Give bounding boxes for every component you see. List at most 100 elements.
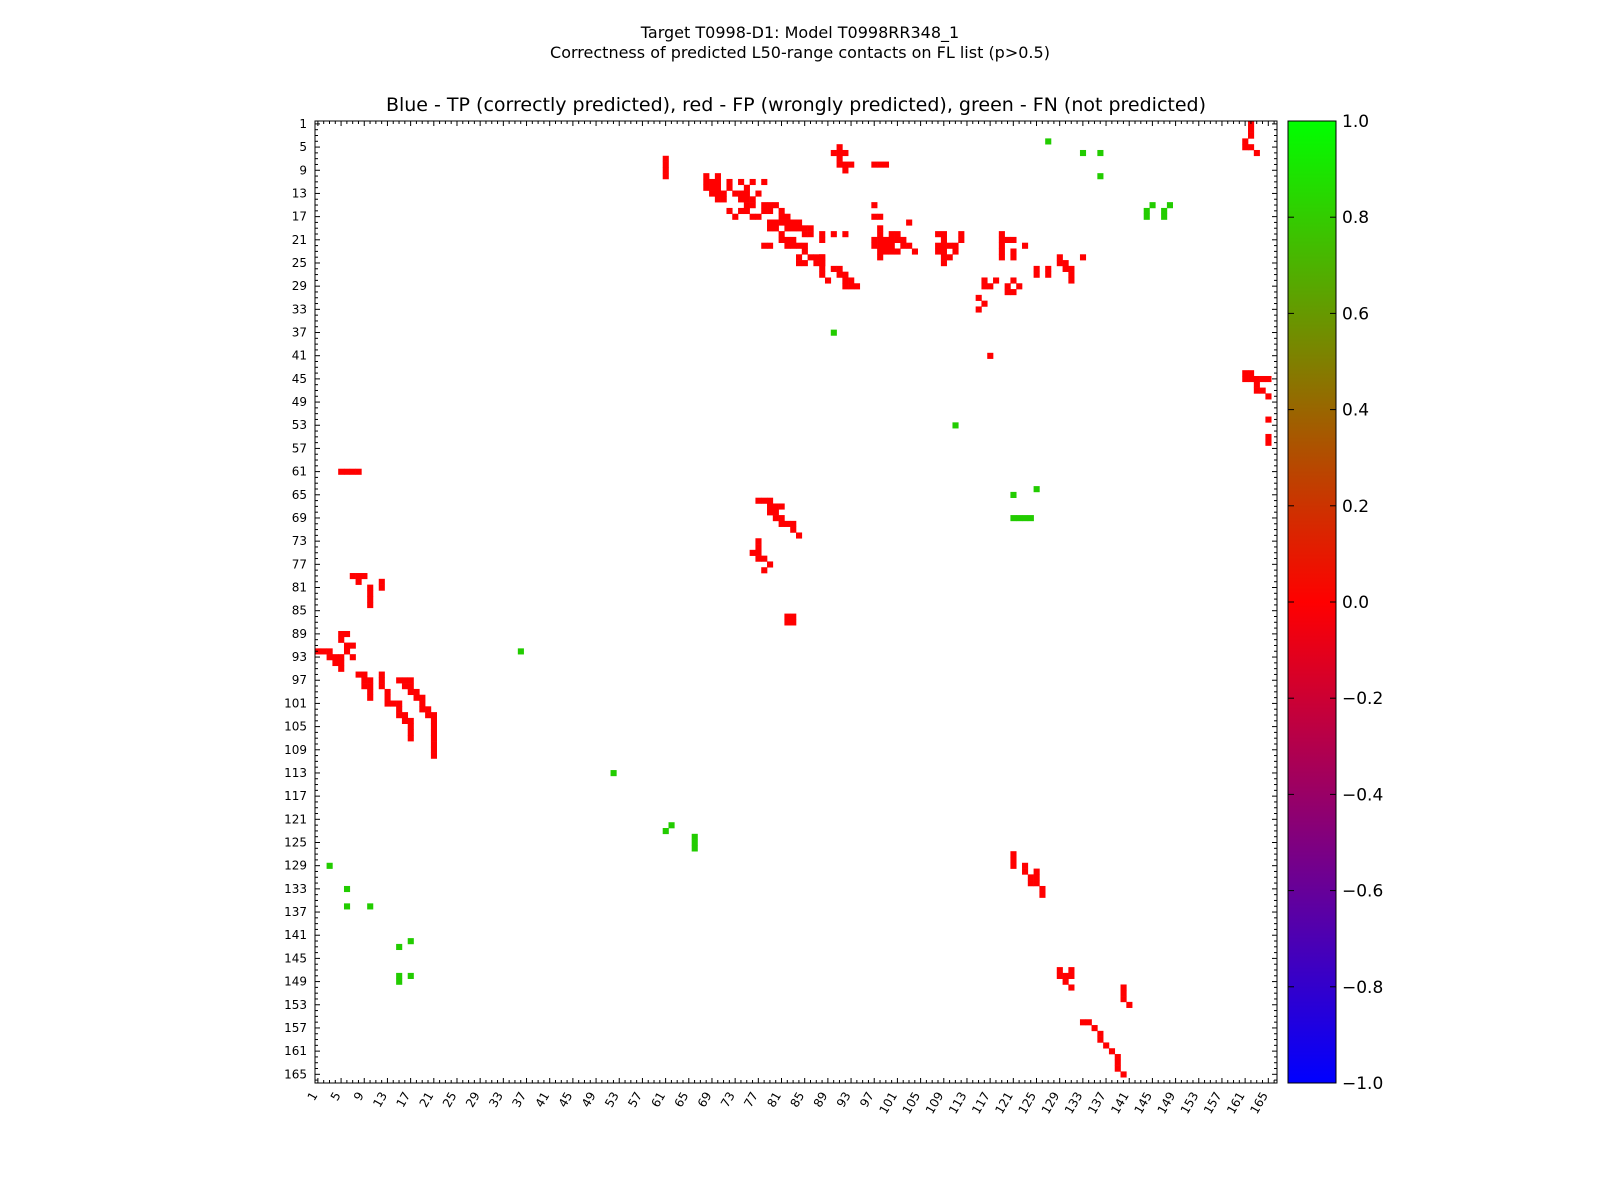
fp-contact-cell	[1120, 990, 1127, 997]
y-tick-label: 69	[292, 511, 307, 525]
fp-contact-cell	[338, 654, 345, 661]
fn-contact-cell	[1010, 515, 1017, 522]
fp-contact-cell	[900, 236, 907, 243]
x-tick-label: 101	[876, 1090, 900, 1117]
fn-contact-cell	[396, 972, 403, 979]
fp-contact-cell	[975, 294, 982, 301]
fp-contact-cell	[1120, 996, 1127, 1003]
y-tick-label: 33	[292, 302, 307, 316]
fp-contact-cell	[981, 283, 988, 290]
fp-contact-cell	[888, 231, 895, 238]
x-tick-label: 93	[834, 1089, 854, 1109]
fp-contact-cell	[836, 161, 843, 168]
fp-contact-cell	[790, 219, 797, 226]
fp-contact-cell	[940, 231, 947, 238]
fp-contact-cell	[767, 509, 774, 516]
fp-contact-cell	[796, 219, 803, 226]
fp-contact-cell	[998, 254, 1005, 261]
fp-contact-cell	[940, 260, 947, 267]
fp-contact-cell	[1056, 254, 1063, 261]
colorbar-tick-label: 0.8	[1342, 208, 1369, 228]
fp-contact-cell	[407, 688, 414, 696]
fp-contact-cell	[1016, 283, 1023, 290]
fp-contact-cell	[981, 300, 988, 307]
y-tick-label: 153	[284, 998, 307, 1012]
fp-contact-cell	[778, 231, 785, 238]
fp-contact-cell	[882, 161, 890, 168]
fp-contact-cell	[1253, 149, 1260, 157]
fp-contact-cell	[1248, 132, 1255, 139]
fp-contact-cell	[784, 219, 791, 226]
x-tick-label: 9	[351, 1090, 367, 1104]
x-tick-label: 73	[718, 1089, 738, 1109]
fp-contact-cell	[338, 665, 345, 672]
fp-contact-cell	[1045, 265, 1052, 272]
y-tick-label: 9	[299, 163, 307, 177]
fp-contact-cell	[940, 236, 947, 243]
fp-contact-cell	[732, 190, 739, 197]
fp-contact-cell	[738, 207, 745, 215]
y-tick-label: 129	[284, 859, 307, 873]
fn-contact-cell	[396, 978, 403, 985]
fp-contact-cell	[1010, 862, 1017, 869]
x-tick-label: 61	[648, 1090, 668, 1110]
fp-contact-cell	[720, 196, 727, 203]
fp-contact-cell	[761, 207, 768, 215]
fp-contact-cell	[935, 242, 942, 249]
fp-contact-cell	[767, 202, 774, 209]
fp-contact-cell	[1259, 375, 1266, 383]
fp-contact-cell	[1253, 375, 1260, 383]
fp-contact-cell	[413, 688, 420, 696]
fp-contact-cell	[1010, 851, 1017, 858]
fp-contact-cell	[714, 173, 721, 180]
fp-contact-cell	[378, 671, 385, 678]
fp-contact-cell	[900, 242, 907, 249]
fp-contact-cell	[772, 225, 779, 232]
fp-contact-cell	[755, 549, 762, 556]
fp-contact-cell	[1068, 972, 1075, 979]
fp-contact-cell	[807, 225, 814, 232]
fp-contact-cell	[384, 694, 391, 701]
x-tick-label: 153	[1178, 1090, 1202, 1117]
fp-contact-cell	[1027, 874, 1034, 881]
fp-contact-cell	[882, 248, 890, 255]
fp-contact-cell	[390, 700, 397, 707]
fp-contact-cell	[796, 260, 803, 267]
fp-contact-cell	[1004, 236, 1011, 243]
fp-contact-cell	[801, 242, 808, 249]
fp-contact-cell	[430, 746, 437, 753]
fp-contact-cell	[894, 236, 901, 243]
fp-contact-cell	[749, 202, 756, 209]
fn-contact-cell	[1143, 207, 1150, 215]
fp-contact-cell	[738, 190, 745, 197]
fp-contact-cell	[877, 248, 884, 255]
fp-contact-cell	[807, 231, 814, 238]
fp-contact-cell	[836, 149, 843, 157]
fp-contact-cell	[714, 190, 721, 197]
fn-contact-cell	[407, 938, 414, 945]
fp-contact-cell	[1248, 375, 1255, 383]
fp-contact-cell	[894, 248, 901, 255]
fp-contact-cell	[407, 677, 414, 684]
x-tick-label: 125	[1016, 1090, 1040, 1117]
fn-contact-cell	[326, 862, 333, 869]
y-tick-label: 53	[292, 418, 307, 432]
fp-contact-cell	[1114, 1054, 1121, 1061]
x-tick-label: 121	[992, 1090, 1016, 1117]
fp-contact-cell	[877, 161, 884, 168]
fp-contact-cell	[1259, 387, 1266, 394]
fp-contact-cell	[714, 196, 721, 203]
x-tick-label: 45	[556, 1090, 576, 1110]
fp-contact-cell	[906, 219, 913, 226]
fp-contact-cell	[343, 642, 351, 649]
fp-contact-cell	[882, 236, 890, 243]
fp-contact-cell	[772, 509, 779, 516]
fp-contact-cell	[778, 515, 785, 522]
fp-contact-cell	[767, 242, 774, 249]
fp-contact-cell	[743, 184, 750, 191]
fn-contact-cell	[691, 845, 698, 852]
x-tick-label: 145	[1131, 1089, 1155, 1116]
fp-contact-cell	[830, 265, 837, 272]
y-tick-label: 137	[284, 905, 307, 919]
fp-contact-cell	[367, 677, 374, 684]
